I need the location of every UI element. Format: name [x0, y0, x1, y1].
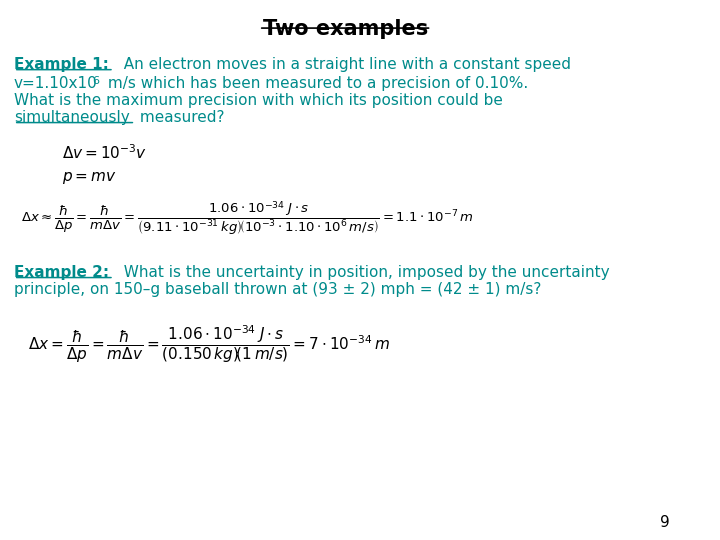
- Text: m/s which has been measured to a precision of 0.10%.: m/s which has been measured to a precisi…: [103, 76, 528, 91]
- Text: What is the uncertainty in position, imposed by the uncertainty: What is the uncertainty in position, imp…: [114, 265, 610, 280]
- Text: measured?: measured?: [135, 110, 225, 125]
- Text: Example 2:: Example 2:: [14, 265, 109, 280]
- Text: simultaneously: simultaneously: [14, 110, 130, 125]
- Text: What is the maximum precision with which its position could be: What is the maximum precision with which…: [14, 93, 503, 108]
- Text: principle, on 150–g baseball thrown at (93 ± 2) mph = (42 ± 1) m/s?: principle, on 150–g baseball thrown at (…: [14, 282, 541, 298]
- Text: $\Delta x = \dfrac{\hbar}{\Delta p} = \dfrac{\hbar}{m\Delta v} = \dfrac{1.06\cdo: $\Delta x = \dfrac{\hbar}{\Delta p} = \d…: [27, 324, 390, 366]
- Text: $p = mv$: $p = mv$: [62, 170, 117, 186]
- Text: Two examples: Two examples: [263, 19, 428, 39]
- Text: 9: 9: [660, 515, 670, 530]
- Text: $\Delta x \approx \dfrac{\hbar}{\Delta p} = \dfrac{\hbar}{m\Delta v} = \dfrac{1.: $\Delta x \approx \dfrac{\hbar}{\Delta p…: [21, 199, 473, 237]
- Text: 6: 6: [92, 76, 99, 86]
- Text: v=1.10x10: v=1.10x10: [14, 76, 97, 91]
- Text: An electron moves in a straight line with a constant speed: An electron moves in a straight line wit…: [114, 57, 571, 72]
- Text: $\Delta v = 10^{-3}v$: $\Delta v = 10^{-3}v$: [62, 143, 148, 162]
- Text: Example 1:: Example 1:: [14, 57, 109, 72]
